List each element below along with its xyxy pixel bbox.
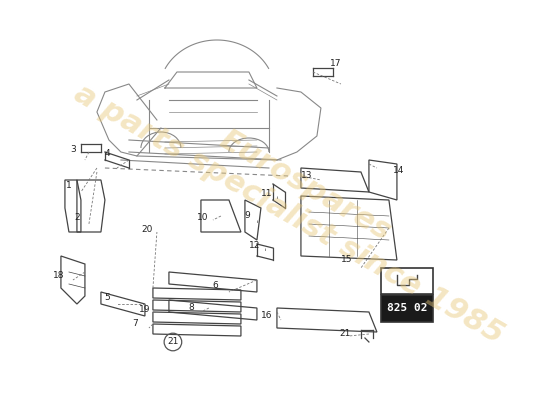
Text: 9: 9	[244, 212, 250, 220]
Text: 11: 11	[261, 190, 273, 198]
FancyBboxPatch shape	[381, 268, 433, 294]
Text: Eurospares
a parts specialist since 1985: Eurospares a parts specialist since 1985	[69, 50, 525, 350]
Text: 6: 6	[212, 282, 218, 290]
Text: 8: 8	[188, 304, 194, 312]
Text: 15: 15	[341, 256, 353, 264]
Text: 16: 16	[261, 312, 273, 320]
Text: 21: 21	[339, 330, 350, 338]
Text: 21: 21	[167, 338, 179, 346]
Text: 7: 7	[132, 320, 138, 328]
Text: 12: 12	[249, 242, 261, 250]
Text: 10: 10	[197, 214, 208, 222]
Text: 19: 19	[139, 306, 151, 314]
Text: 4: 4	[104, 150, 110, 158]
Text: 13: 13	[301, 172, 313, 180]
Text: 3: 3	[70, 146, 76, 154]
Text: 2: 2	[74, 214, 80, 222]
Text: 14: 14	[393, 166, 405, 174]
Text: 18: 18	[53, 272, 65, 280]
Text: 20: 20	[141, 226, 152, 234]
FancyBboxPatch shape	[381, 295, 433, 322]
Text: 1: 1	[66, 182, 72, 190]
Text: 17: 17	[331, 60, 342, 68]
Text: 825 02: 825 02	[387, 303, 427, 314]
Text: 5: 5	[104, 294, 110, 302]
